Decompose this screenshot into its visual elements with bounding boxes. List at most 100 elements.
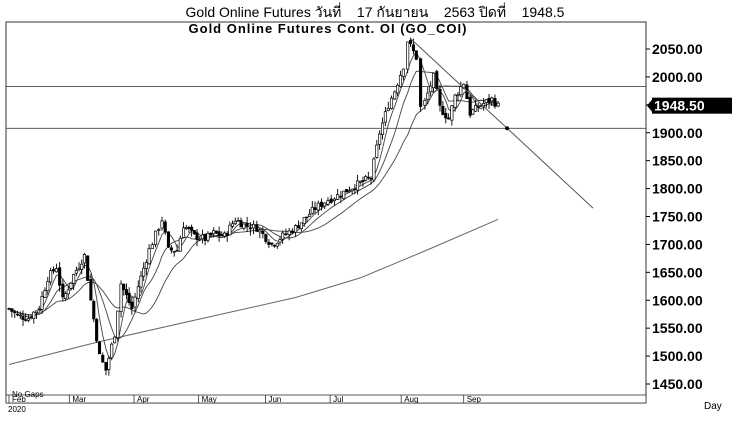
last-price-marker: 1948.50 — [647, 97, 732, 114]
candle — [396, 83, 400, 97]
y-tick-label: 1450.00 — [652, 376, 703, 392]
candle — [178, 235, 182, 252]
candle — [245, 216, 249, 232]
candle — [408, 37, 413, 47]
candle — [441, 100, 445, 116]
candle — [172, 250, 176, 257]
candle — [375, 139, 379, 159]
x-tick-label: Aug — [404, 395, 418, 404]
candle — [21, 310, 25, 327]
candle — [142, 262, 146, 282]
x-tick-label: Jul — [333, 395, 343, 404]
candle — [43, 287, 47, 298]
candle — [136, 280, 140, 303]
candle — [476, 102, 480, 112]
candle — [323, 202, 327, 210]
candle — [133, 292, 137, 313]
candle — [233, 217, 237, 226]
candle — [144, 259, 148, 276]
y-tick-label: 1850.00 — [652, 153, 703, 169]
candle — [332, 197, 336, 206]
year-label: 2020 — [8, 405, 26, 414]
candle — [192, 229, 196, 236]
candle — [267, 239, 271, 249]
candle — [431, 72, 436, 93]
candle — [248, 222, 252, 236]
trendline-intersection-marker — [505, 126, 510, 131]
candle — [356, 174, 360, 195]
candle — [72, 273, 76, 291]
date-axis-strip — [5, 394, 647, 404]
candle — [281, 230, 285, 244]
plot-area — [5, 21, 647, 404]
candle — [278, 236, 282, 246]
candle — [113, 336, 117, 344]
candle — [80, 259, 84, 275]
candle — [453, 93, 457, 112]
y-tick-label: 2000.00 — [652, 69, 703, 85]
candle — [239, 217, 243, 228]
candle — [175, 244, 179, 252]
candle — [89, 273, 93, 301]
candle — [287, 227, 291, 241]
candle — [46, 276, 50, 296]
candle — [389, 95, 394, 110]
candle — [366, 171, 370, 180]
x-tick-label: Mar — [72, 395, 86, 404]
candle — [302, 217, 306, 227]
candle — [127, 287, 131, 306]
candle — [16, 310, 20, 317]
y-tick-label: 1600.00 — [652, 292, 703, 308]
x-tick-label: Apr — [137, 395, 150, 404]
candle — [198, 237, 202, 242]
candle — [398, 70, 403, 88]
candle — [419, 57, 423, 112]
candle — [459, 81, 463, 98]
candle — [147, 244, 151, 265]
candle — [97, 340, 102, 355]
candle — [34, 310, 39, 319]
candle — [157, 227, 161, 236]
candle — [383, 106, 387, 127]
candle — [296, 220, 301, 229]
candle — [252, 220, 256, 235]
long-moving-average-line — [8, 218, 499, 365]
candle — [444, 107, 448, 124]
candle — [380, 117, 385, 140]
candle — [313, 201, 317, 215]
candle — [369, 176, 373, 185]
candle — [92, 299, 96, 323]
candle — [264, 233, 268, 244]
candle — [18, 311, 22, 320]
candle — [86, 255, 90, 281]
candle — [150, 242, 154, 250]
candle — [66, 285, 70, 299]
candle — [299, 222, 303, 232]
candle — [270, 242, 274, 247]
x-tick-label: May — [202, 395, 217, 404]
candle — [209, 232, 213, 238]
candle — [7, 307, 11, 311]
candle — [496, 101, 500, 108]
candle — [82, 252, 86, 269]
candle — [10, 308, 14, 318]
candle — [319, 198, 324, 211]
candle — [450, 104, 454, 126]
candle — [228, 221, 232, 236]
candle — [124, 283, 128, 300]
candle — [316, 200, 320, 216]
candle — [37, 305, 41, 312]
x-tick-label: Feb — [12, 395, 26, 404]
candle — [414, 50, 418, 61]
candle — [468, 94, 472, 119]
last-price-label: 1948.50 — [654, 98, 705, 114]
candle — [182, 222, 186, 238]
candle — [104, 362, 108, 376]
candle — [32, 311, 36, 324]
y-tick-label: 1550.00 — [652, 320, 703, 336]
candle — [401, 68, 405, 81]
y-tick-label: 1800.00 — [652, 181, 703, 197]
candle — [438, 84, 442, 112]
candle — [166, 231, 171, 249]
